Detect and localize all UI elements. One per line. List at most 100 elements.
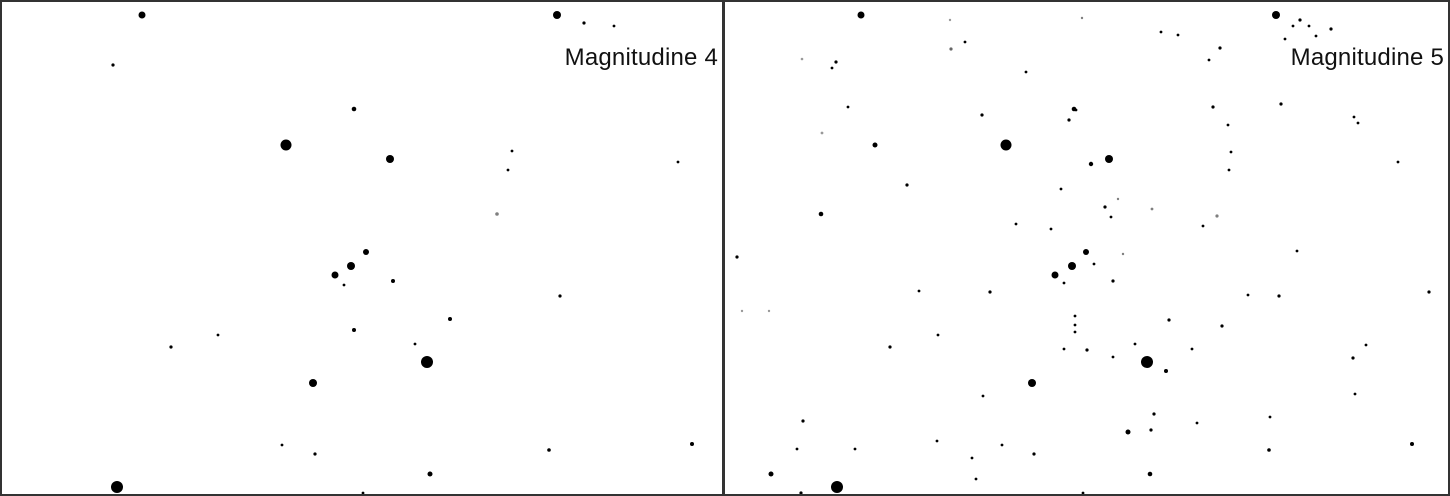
sky-background bbox=[2, 2, 722, 494]
star bbox=[905, 183, 909, 187]
star bbox=[510, 149, 514, 153]
star bbox=[888, 345, 892, 349]
star bbox=[138, 11, 146, 19]
star bbox=[1201, 224, 1205, 228]
star bbox=[1283, 37, 1287, 41]
star bbox=[767, 309, 771, 313]
star bbox=[1083, 249, 1089, 255]
star bbox=[676, 160, 680, 164]
star bbox=[1133, 342, 1137, 346]
star bbox=[963, 40, 967, 44]
star bbox=[1103, 205, 1107, 209]
star bbox=[413, 342, 417, 346]
star bbox=[1329, 27, 1333, 31]
star bbox=[834, 60, 838, 64]
star bbox=[495, 212, 499, 216]
stars-group bbox=[735, 11, 1431, 494]
star bbox=[740, 309, 744, 313]
panel-magnitude-4: Magnitudine 4 bbox=[2, 2, 722, 494]
star bbox=[1068, 262, 1076, 270]
star bbox=[1152, 412, 1156, 416]
star bbox=[1074, 108, 1078, 112]
star bbox=[970, 456, 974, 460]
star bbox=[1116, 197, 1120, 201]
star bbox=[1059, 187, 1063, 191]
star bbox=[1218, 46, 1222, 50]
star bbox=[800, 57, 804, 61]
star bbox=[363, 249, 369, 255]
star bbox=[309, 379, 317, 387]
star bbox=[1267, 448, 1271, 452]
star bbox=[1109, 215, 1113, 219]
star bbox=[421, 356, 433, 368]
star bbox=[1229, 150, 1233, 154]
star bbox=[313, 452, 317, 456]
star bbox=[1164, 369, 1168, 373]
star bbox=[1314, 34, 1318, 38]
star bbox=[1028, 379, 1036, 387]
star bbox=[1246, 293, 1250, 297]
star bbox=[818, 211, 824, 217]
star bbox=[1226, 123, 1230, 127]
star bbox=[1067, 118, 1071, 122]
star bbox=[1111, 355, 1115, 359]
star bbox=[1073, 314, 1077, 318]
star bbox=[1032, 452, 1036, 456]
star bbox=[331, 271, 339, 279]
starfield-magnitude-5 bbox=[725, 2, 1448, 494]
star bbox=[830, 66, 834, 70]
star bbox=[1356, 121, 1360, 125]
star bbox=[1125, 429, 1131, 435]
star bbox=[1307, 24, 1311, 28]
star bbox=[216, 333, 220, 337]
star bbox=[361, 491, 365, 494]
star bbox=[506, 168, 510, 172]
star bbox=[1105, 155, 1113, 163]
star bbox=[1364, 343, 1368, 347]
star bbox=[1085, 348, 1089, 352]
star bbox=[1073, 323, 1077, 327]
star bbox=[1211, 105, 1215, 109]
star bbox=[801, 419, 805, 423]
star bbox=[1396, 160, 1400, 164]
star bbox=[342, 283, 346, 287]
star bbox=[872, 142, 878, 148]
star bbox=[735, 255, 739, 259]
star bbox=[280, 139, 292, 151]
star bbox=[1000, 139, 1012, 151]
star bbox=[111, 63, 115, 67]
star bbox=[1049, 227, 1053, 231]
star bbox=[1227, 168, 1231, 172]
star bbox=[1080, 16, 1084, 20]
star bbox=[1141, 356, 1153, 368]
star bbox=[799, 491, 803, 494]
star bbox=[1150, 207, 1154, 211]
star bbox=[1277, 294, 1281, 298]
star bbox=[1000, 443, 1004, 447]
star bbox=[1159, 30, 1163, 34]
star bbox=[612, 24, 616, 28]
star bbox=[352, 328, 356, 332]
star bbox=[1024, 70, 1028, 74]
star bbox=[1081, 491, 1085, 494]
star bbox=[1088, 161, 1094, 167]
stars-group bbox=[111, 11, 694, 494]
star bbox=[820, 131, 824, 135]
star bbox=[1092, 262, 1096, 266]
star bbox=[1220, 324, 1224, 328]
star bbox=[1051, 271, 1059, 279]
star bbox=[949, 47, 953, 51]
star bbox=[427, 471, 433, 477]
star bbox=[1147, 471, 1153, 477]
star bbox=[948, 18, 952, 22]
star bbox=[1351, 356, 1355, 360]
panel-label-magnitude-4: Magnitudine 4 bbox=[564, 44, 718, 71]
star bbox=[917, 289, 921, 293]
star bbox=[558, 294, 562, 298]
star bbox=[547, 448, 551, 452]
star bbox=[974, 477, 978, 481]
star bbox=[582, 21, 586, 25]
star bbox=[1121, 252, 1125, 256]
star bbox=[1207, 58, 1211, 62]
star bbox=[690, 442, 694, 446]
